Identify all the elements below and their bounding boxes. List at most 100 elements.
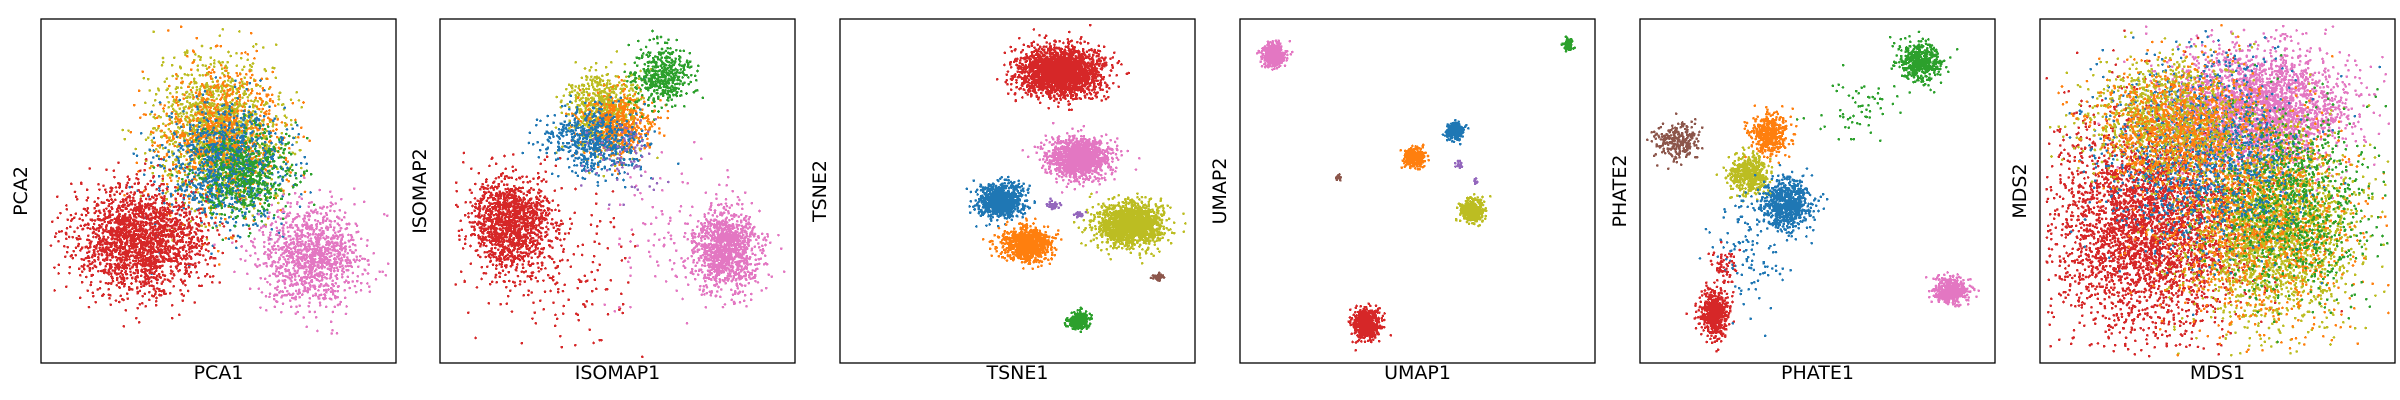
data-point <box>169 130 172 133</box>
data-point <box>171 107 175 111</box>
data-point <box>255 105 258 108</box>
data-point <box>198 90 201 94</box>
data-point <box>263 194 267 198</box>
data-point <box>251 110 255 113</box>
data-point <box>232 163 236 166</box>
data-point <box>277 98 281 101</box>
data-point <box>160 201 164 205</box>
data-point <box>248 179 252 182</box>
data-point <box>221 93 225 96</box>
data-point <box>134 147 137 151</box>
data-point <box>196 116 200 120</box>
data-point <box>252 203 255 206</box>
data-point <box>193 245 196 249</box>
data-point <box>207 119 210 123</box>
data-point <box>178 187 182 191</box>
data-point <box>281 217 285 220</box>
data-point <box>97 258 100 261</box>
data-point <box>88 250 91 253</box>
data-point <box>148 298 151 302</box>
data-point <box>226 128 230 132</box>
data-point <box>194 191 197 194</box>
data-point <box>186 183 189 187</box>
data-point <box>226 147 229 151</box>
data-point <box>175 86 178 89</box>
data-point <box>252 194 256 197</box>
data-point <box>183 262 187 266</box>
data-point <box>199 101 202 104</box>
data-point <box>186 150 189 154</box>
data-point <box>73 216 76 219</box>
data-point <box>164 124 168 127</box>
data-point <box>224 133 228 136</box>
data-point <box>176 228 180 231</box>
data-point <box>97 253 101 256</box>
data-point <box>241 214 244 217</box>
data-point <box>249 91 253 95</box>
data-point <box>206 85 210 88</box>
data-point <box>170 132 174 136</box>
data-point <box>165 187 169 190</box>
data-point <box>186 55 189 58</box>
data-point <box>209 206 213 210</box>
data-point <box>242 92 245 95</box>
data-point <box>222 171 225 174</box>
data-point <box>221 86 224 90</box>
data-point <box>295 91 299 94</box>
data-point <box>49 244 53 247</box>
data-point <box>199 186 202 190</box>
data-point <box>231 85 234 88</box>
data-point <box>182 106 186 109</box>
data-point <box>198 163 202 167</box>
data-point <box>198 74 202 77</box>
data-point <box>238 72 242 76</box>
data-point <box>119 249 122 253</box>
data-point <box>159 252 162 255</box>
data-point <box>238 209 241 213</box>
data-point <box>132 254 135 257</box>
data-point <box>204 179 208 183</box>
data-point <box>272 66 276 70</box>
data-point <box>263 187 267 191</box>
data-point <box>230 197 233 201</box>
data-point <box>129 288 133 291</box>
data-point <box>201 135 205 139</box>
data-point <box>53 289 56 292</box>
data-point <box>199 171 202 174</box>
data-point <box>253 121 257 125</box>
data-point <box>138 211 141 214</box>
data-point <box>228 107 231 111</box>
data-point <box>202 97 205 100</box>
data-point <box>253 215 256 219</box>
data-point <box>190 91 194 94</box>
data-point <box>139 194 143 198</box>
data-point <box>153 225 157 228</box>
data-point <box>220 107 223 110</box>
data-point <box>160 196 164 199</box>
data-point <box>181 129 184 133</box>
data-point <box>288 174 292 177</box>
data-point <box>258 96 262 100</box>
data-point <box>163 169 167 173</box>
data-point <box>254 123 258 127</box>
data-point <box>57 272 60 275</box>
data-point <box>176 186 179 190</box>
data-point <box>269 156 273 159</box>
data-point <box>223 66 227 69</box>
data-point <box>305 169 309 173</box>
data-point <box>163 199 166 202</box>
data-point <box>248 81 252 85</box>
data-point <box>213 168 216 172</box>
data-point <box>262 213 266 216</box>
data-point <box>176 145 179 149</box>
data-point <box>211 68 214 72</box>
data-point <box>186 131 189 135</box>
data-point <box>151 171 155 175</box>
data-point <box>209 71 213 75</box>
data-point <box>193 161 196 165</box>
data-point <box>78 217 81 221</box>
data-point <box>139 282 143 286</box>
data-point <box>190 257 193 261</box>
data-point <box>252 187 256 190</box>
data-point <box>141 270 144 274</box>
